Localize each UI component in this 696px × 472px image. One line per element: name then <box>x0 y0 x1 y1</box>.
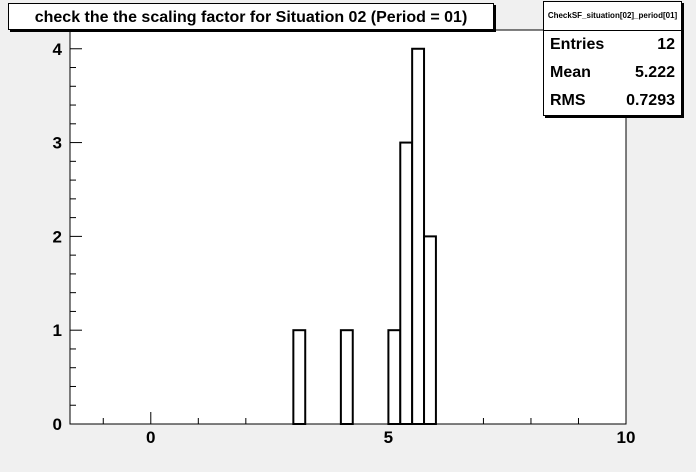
y-tick-label: 0 <box>53 415 62 434</box>
stats-label: Mean <box>550 64 591 81</box>
histogram-bin-5 <box>423 235 437 425</box>
x-tick-label: 0 <box>146 428 155 447</box>
y-tick-label: 2 <box>53 227 62 246</box>
stats-value: 5.222 <box>634 64 675 81</box>
x-tick-label: 5 <box>384 428 393 447</box>
y-tick-label: 3 <box>53 134 62 153</box>
axis-ticks <box>70 29 627 425</box>
y-tick-label: 1 <box>53 321 62 340</box>
chart-title: check the the scaling factor for Situati… <box>8 3 494 30</box>
histogram-bin-0 <box>292 329 307 426</box>
histogram-bin-2 <box>387 329 402 426</box>
stats-value: 12 <box>657 36 675 53</box>
stats-row-entries: Entries 12 <box>544 31 681 59</box>
y-tick-label: 4 <box>53 40 63 59</box>
stats-histogram-name: CheckSF_situation[02]_period[01] <box>544 2 681 31</box>
stats-value: 0.7293 <box>626 92 675 109</box>
histogram-bars <box>292 47 437 426</box>
stats-label: RMS <box>550 92 586 109</box>
histogram-bin-3 <box>399 141 414 425</box>
stats-label: Entries <box>550 36 605 53</box>
tick-labels: 0 1 2 3 4 0 5 10 <box>53 40 636 447</box>
stats-box: CheckSF_situation[02]_period[01] Entries… <box>543 1 682 116</box>
stats-row-mean: Mean 5.222 <box>544 59 681 87</box>
stats-row-rms: RMS 0.7293 <box>544 87 681 115</box>
x-tick-label: 10 <box>617 428 636 447</box>
histogram-bin-1 <box>339 329 354 426</box>
histogram-bin-4 <box>411 47 426 426</box>
